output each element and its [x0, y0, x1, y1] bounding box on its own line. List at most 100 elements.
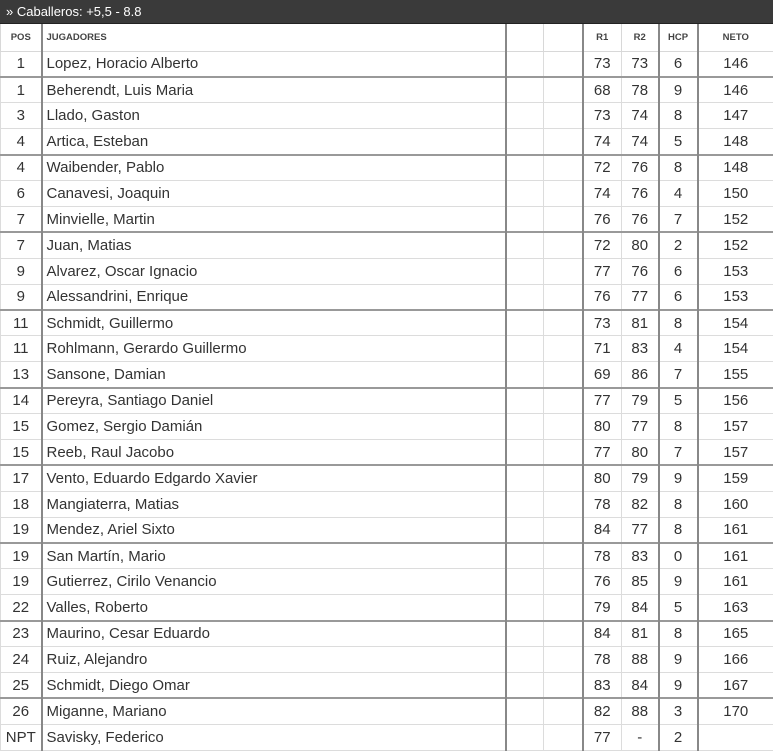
cell-r2: 80	[622, 232, 659, 258]
cell-r2: 84	[622, 595, 659, 621]
cell-r2: 73	[622, 51, 659, 77]
cell-hcp: 7	[659, 439, 698, 465]
cell-pos: 7	[1, 206, 42, 232]
cell-neto: 153	[698, 258, 773, 284]
cell-pos: 9	[1, 258, 42, 284]
header-row: POS JUGADORES R1 R2 HCP NETO	[1, 24, 773, 51]
cell-empty	[544, 465, 583, 491]
cell-neto: 148	[698, 155, 773, 181]
cell-hcp: 2	[659, 232, 698, 258]
cell-hcp: 8	[659, 621, 698, 647]
cell-r1: 80	[583, 465, 622, 491]
cell-neto	[698, 724, 773, 750]
cell-r1: 73	[583, 310, 622, 336]
cell-r2: -	[622, 724, 659, 750]
cell-player: Waibender, Pablo	[42, 155, 506, 181]
cell-r1: 77	[583, 258, 622, 284]
cell-empty	[506, 543, 544, 569]
cell-r2: 77	[622, 517, 659, 543]
cell-pos: 14	[1, 388, 42, 414]
cell-empty	[506, 724, 544, 750]
header-jugadores: JUGADORES	[42, 24, 506, 51]
cell-pos: 25	[1, 672, 42, 698]
cell-empty	[506, 569, 544, 595]
cell-empty	[506, 232, 544, 258]
cell-player: Maurino, Cesar Eduardo	[42, 621, 506, 647]
cell-pos: 11	[1, 336, 42, 362]
cell-hcp: 3	[659, 698, 698, 724]
cell-r1: 74	[583, 129, 622, 155]
category-title: » Caballeros: +5,5 - 8.8	[0, 0, 773, 24]
cell-pos: 1	[1, 51, 42, 77]
cell-neto: 166	[698, 646, 773, 672]
cell-r1: 72	[583, 155, 622, 181]
cell-r2: 81	[622, 621, 659, 647]
cell-empty	[506, 621, 544, 647]
cell-r1: 77	[583, 724, 622, 750]
header-empty	[544, 24, 583, 51]
cell-hcp: 6	[659, 284, 698, 310]
cell-player: Artica, Esteban	[42, 129, 506, 155]
cell-empty	[506, 155, 544, 181]
cell-neto: 167	[698, 672, 773, 698]
cell-r2: 83	[622, 336, 659, 362]
cell-r2: 88	[622, 646, 659, 672]
cell-r1: 73	[583, 103, 622, 129]
cell-empty	[506, 77, 544, 103]
cell-r2: 78	[622, 77, 659, 103]
cell-player: Savisky, Federico	[42, 724, 506, 750]
cell-player: Gutierrez, Cirilo Venancio	[42, 569, 506, 595]
cell-r1: 82	[583, 698, 622, 724]
cell-r2: 79	[622, 465, 659, 491]
cell-neto: 163	[698, 595, 773, 621]
cell-r1: 84	[583, 621, 622, 647]
cell-hcp: 5	[659, 595, 698, 621]
cell-hcp: 9	[659, 672, 698, 698]
cell-empty	[544, 155, 583, 181]
cell-r2: 83	[622, 543, 659, 569]
cell-player: Gomez, Sergio Damián	[42, 413, 506, 439]
cell-r1: 78	[583, 543, 622, 569]
cell-neto: 146	[698, 77, 773, 103]
cell-player: Mendez, Ariel Sixto	[42, 517, 506, 543]
cell-empty	[506, 439, 544, 465]
cell-r1: 72	[583, 232, 622, 258]
cell-neto: 146	[698, 51, 773, 77]
cell-pos: 1	[1, 77, 42, 103]
cell-hcp: 9	[659, 77, 698, 103]
header-neto: NETO	[698, 24, 773, 51]
cell-r1: 74	[583, 180, 622, 206]
cell-empty	[544, 595, 583, 621]
cell-r1: 80	[583, 413, 622, 439]
cell-empty	[544, 258, 583, 284]
cell-empty	[506, 465, 544, 491]
cell-neto: 152	[698, 206, 773, 232]
cell-player: Canavesi, Joaquin	[42, 180, 506, 206]
cell-hcp: 2	[659, 724, 698, 750]
cell-player: Schmidt, Diego Omar	[42, 672, 506, 698]
cell-pos: 11	[1, 310, 42, 336]
cell-r2: 82	[622, 491, 659, 517]
cell-r2: 77	[622, 284, 659, 310]
cell-pos: 7	[1, 232, 42, 258]
cell-player: Minvielle, Martin	[42, 206, 506, 232]
cell-r1: 77	[583, 388, 622, 414]
cell-empty	[506, 672, 544, 698]
cell-pos: 19	[1, 543, 42, 569]
cell-neto: 160	[698, 491, 773, 517]
cell-r1: 79	[583, 595, 622, 621]
cell-hcp: 8	[659, 491, 698, 517]
cell-empty	[544, 698, 583, 724]
cell-pos: 19	[1, 517, 42, 543]
